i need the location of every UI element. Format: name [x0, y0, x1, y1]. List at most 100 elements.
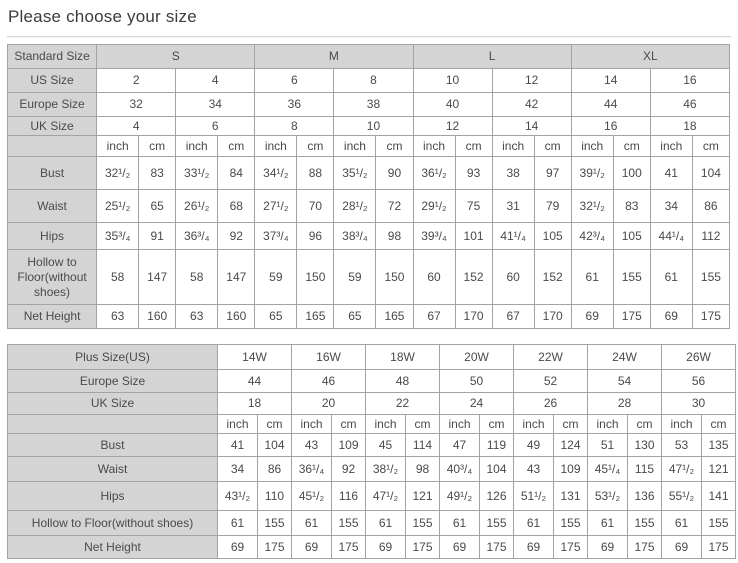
value-cell: 104	[691, 156, 731, 190]
value-cell: 20	[291, 392, 366, 415]
value-cell: 90	[375, 156, 414, 190]
value-cell: 18W	[365, 344, 440, 370]
value-cell: 104	[479, 456, 514, 482]
table-row: Hollow to Floor(without shoes) 61 155 61 155…	[7, 510, 736, 536]
table-row: Hollow to Floor(without shoes) 58 147 58 147…	[6, 249, 731, 305]
value-cell: 50	[439, 369, 514, 393]
value-cell: 14	[491, 116, 572, 136]
value-cell: cm	[454, 135, 493, 157]
value-cell: 47¹/₂	[661, 456, 702, 482]
header-cell: Hips	[7, 481, 218, 511]
value-cell: 136	[627, 481, 662, 511]
value-cell: 67	[412, 304, 456, 329]
value-cell: 86	[257, 456, 292, 482]
value-cell: cm	[553, 414, 588, 434]
table-row: Plus Size(US) 14W 16W 18W 20W 22W 24W 26W	[7, 344, 736, 370]
value-cell: inch	[649, 135, 693, 157]
value-cell: 8	[254, 116, 335, 136]
value-cell: 69	[217, 535, 258, 559]
value-cell: 121	[701, 456, 736, 482]
table-row: inch cm inch cm inch cm inch cm inch cm inch cm inch…	[7, 414, 736, 434]
value-cell: 175	[331, 535, 366, 559]
value-cell: inch	[439, 414, 480, 434]
value-cell: 41	[649, 156, 693, 190]
value-cell: 44	[570, 92, 651, 117]
header-cell: Waist	[7, 456, 218, 482]
value-cell: 27¹/₂	[254, 189, 298, 223]
value-cell: 31	[491, 189, 535, 223]
value-cell: inch	[365, 414, 406, 434]
value-cell: 141	[701, 481, 736, 511]
value-cell: 6	[175, 116, 256, 136]
value-cell: 98	[375, 222, 414, 250]
value-cell: 155	[553, 510, 588, 536]
value-cell: 155	[627, 510, 662, 536]
value-cell: 45¹/₄	[587, 456, 628, 482]
value-cell: 53¹/₂	[587, 481, 628, 511]
value-cell: 67	[491, 304, 535, 329]
value-cell: 155	[331, 510, 366, 536]
value-cell: 24	[439, 392, 514, 415]
header-cell: UK Size	[7, 392, 218, 415]
value-cell: 20W	[439, 344, 514, 370]
value-cell: 40³/₄	[439, 456, 480, 482]
table-row: Waist 25¹/₂ 65 26¹/₂ 68 27¹/₂ 70 28¹/₂ 72 29¹/₂ 75…	[6, 189, 731, 223]
value-cell: 14W	[217, 344, 292, 370]
value-cell: 16	[570, 116, 651, 136]
value-cell: 147	[217, 249, 256, 305]
value-cell: 42	[491, 92, 572, 117]
value-cell: inch	[491, 135, 535, 157]
value-cell: 45	[365, 433, 406, 457]
value-cell: 69	[587, 535, 628, 559]
value-cell: 58	[175, 249, 219, 305]
value-cell: 65	[138, 189, 177, 223]
value-cell: cm	[479, 414, 514, 434]
table-row: Bust 32¹/₂ 83 33¹/₂ 84 34¹/₂ 88 35¹/₂ 90 36¹/₂ 93 3…	[6, 156, 731, 190]
value-cell: 69	[291, 535, 332, 559]
value-cell: 152	[454, 249, 493, 305]
value-cell: 43¹/₂	[217, 481, 258, 511]
value-cell: 47	[439, 433, 480, 457]
value-cell: 12	[412, 116, 493, 136]
value-cell: 126	[479, 481, 514, 511]
value-cell: 26¹/₂	[175, 189, 219, 223]
value-cell: 69	[365, 535, 406, 559]
value-cell: 61	[513, 510, 554, 536]
value-cell: 61	[661, 510, 702, 536]
header-cell: L	[412, 44, 572, 69]
value-cell: 39³/₄	[412, 222, 456, 250]
value-cell: 10	[333, 116, 414, 136]
value-cell: 16	[649, 68, 731, 93]
page-title: Please choose your size	[8, 7, 197, 26]
value-cell: 26W	[661, 344, 736, 370]
value-cell: 175	[553, 535, 588, 559]
value-cell: 104	[257, 433, 292, 457]
plus-size-table: Plus Size(US) 14W 16W 18W 20W 22W 24W 26W Europe…	[7, 344, 736, 559]
table-row: Hips 43¹/₂ 110 45¹/₂ 116 47¹/₂ 121 49¹/₂ 126 51¹/…	[7, 481, 736, 511]
value-cell: 43	[291, 433, 332, 457]
value-cell: cm	[375, 135, 414, 157]
value-cell: 63	[175, 304, 219, 329]
value-cell: 69	[570, 304, 614, 329]
value-cell: 39¹/₂	[570, 156, 614, 190]
header-cell: XL	[570, 44, 731, 69]
value-cell: 22W	[513, 344, 588, 370]
value-cell: 83	[612, 189, 651, 223]
value-cell: 131	[553, 481, 588, 511]
table-row: Hips 35³/₄ 91 36³/₄ 92 37³/₄ 96 38³/₄ 98 39³/₄ 101…	[6, 222, 731, 250]
value-cell: 155	[479, 510, 514, 536]
value-cell: 29¹/₂	[412, 189, 456, 223]
value-cell: 34	[175, 92, 256, 117]
value-cell: 83	[138, 156, 177, 190]
value-cell: cm	[296, 135, 335, 157]
tables-gap	[7, 329, 731, 344]
value-cell: 59	[254, 249, 298, 305]
value-cell: 34¹/₂	[254, 156, 298, 190]
value-cell: 61	[587, 510, 628, 536]
table-row: Net Height 63 160 63 160 65 165 65 165 67 170 67 170…	[6, 304, 731, 329]
value-cell: 12	[491, 68, 572, 93]
table-row: Bust 41 104 43 109 45 114 47 119 49 124 51 130 53 135	[7, 433, 736, 457]
value-cell: 35³/₄	[96, 222, 140, 250]
value-cell: 42³/₄	[570, 222, 614, 250]
